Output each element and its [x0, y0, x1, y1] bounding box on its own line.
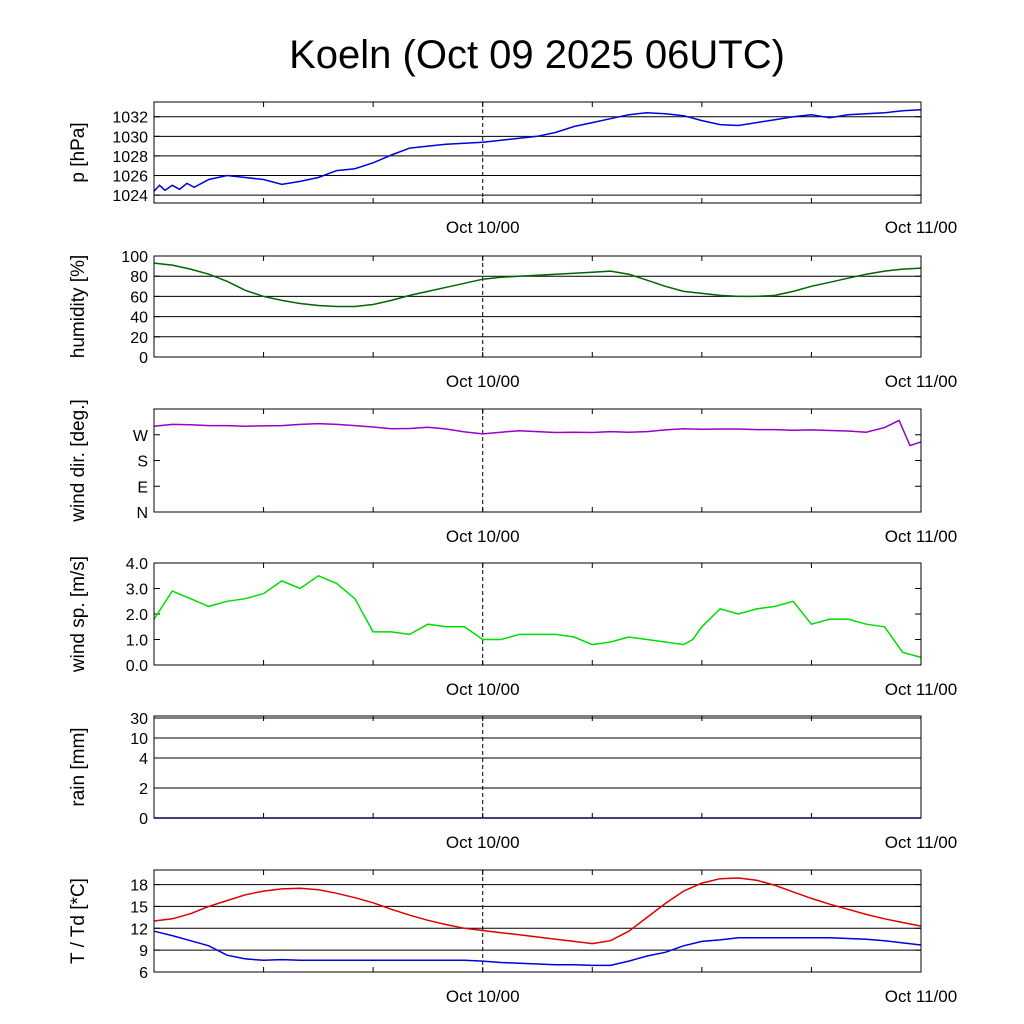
y-tick-label: 0 [139, 350, 148, 367]
y-axis-label: humidity [%] [68, 255, 89, 358]
plot-frame [153, 408, 922, 513]
y-tick-label: N [136, 505, 148, 522]
y-tick-label: 100 [121, 249, 148, 266]
y-tick-label: 4.0 [126, 556, 148, 573]
series-line [153, 262, 922, 308]
y-tick-label: S [137, 454, 148, 471]
y-axis-label: T / Td [*C] [68, 878, 89, 964]
y-axis-label: wind sp. [m/s] [68, 556, 89, 673]
y-tick-label: 20 [130, 330, 148, 347]
x-tick-label: Oct 10/00 [446, 372, 520, 391]
y-tick-label: 1030 [112, 129, 148, 146]
y-tick-label: 1026 [112, 169, 148, 186]
plot-frame [153, 562, 922, 666]
y-axis-label: wind dir. [deg.] [68, 399, 89, 523]
plot-frame [153, 101, 922, 204]
y-tick-label: 1032 [112, 110, 148, 127]
chart-title: Koeln (Oct 09 2025 06UTC) [289, 33, 785, 77]
x-tick-label: Oct 11/00 [885, 527, 957, 546]
plot-frame [153, 255, 922, 358]
x-tick-label: Oct 10/00 [446, 680, 520, 699]
panel-6: 6 9 12 15 18 Oct 10/00 Oct 11/00 T / Td [*C] [68, 869, 957, 1006]
series-line [153, 419, 922, 447]
x-tick-label: Oct 10/00 [446, 987, 520, 1006]
y-tick-label: 40 [130, 310, 148, 327]
y-axis-label: p [hPa] [68, 122, 89, 182]
y-tick-label: 12 [130, 921, 148, 938]
y-tick-label: 2.0 [126, 607, 148, 624]
y-tick-label: 0.0 [126, 658, 148, 675]
y-tick-label: 4 [139, 751, 148, 768]
y-tick-label: 9 [139, 943, 148, 960]
y-axis-label: rain [mm] [68, 727, 89, 806]
y-tick-label: 3.0 [126, 582, 148, 599]
y-tick-label: 80 [130, 269, 148, 286]
plot-frame [153, 715, 922, 819]
panel-1: 1024 1026 1028 1030 1032 Oct 10/00 Oct 11/00 p … [68, 101, 957, 237]
plot-frame [153, 869, 922, 973]
x-tick-label: Oct 11/00 [885, 833, 957, 852]
y-tick-label: E [137, 479, 148, 496]
y-tick-label: 10 [130, 731, 148, 748]
panel-5: 0 2 4 10 30 Oct 10/00 Oct 11/00 rain [mm] [68, 711, 957, 852]
x-tick-label: Oct 11/00 [885, 680, 957, 699]
series-t [153, 877, 922, 945]
x-tick-label: Oct 11/00 [885, 372, 957, 391]
y-tick-label: 0 [139, 811, 148, 828]
series-td [153, 930, 922, 967]
x-tick-label: Oct 10/00 [446, 218, 520, 237]
panel-4: 0.0 1.0 2.0 3.0 4.0 Oct 10/00 Oct 11/00 wind sp… [68, 556, 957, 699]
x-tick-label: Oct 11/00 [885, 218, 957, 237]
x-tick-label: Oct 11/00 [885, 987, 957, 1006]
panel-2: 0 20 40 60 80 100 Oct 10/00 Oct 11/00 humidity [… [68, 249, 957, 391]
x-tick-label: Oct 10/00 [446, 527, 520, 546]
y-tick-label: 1.0 [126, 633, 148, 650]
y-tick-label: W [133, 428, 149, 445]
series-line [153, 109, 922, 192]
y-tick-label: 30 [130, 711, 148, 728]
y-tick-label: 15 [130, 899, 148, 916]
series-line [153, 574, 922, 659]
y-tick-label: 1024 [112, 188, 148, 205]
y-tick-label: 2 [139, 781, 148, 798]
y-tick-label: 60 [130, 289, 148, 306]
y-tick-label: 1028 [112, 149, 148, 166]
y-tick-label: 6 [139, 965, 148, 982]
y-tick-label: 18 [130, 878, 148, 895]
x-tick-label: Oct 10/00 [446, 833, 520, 852]
